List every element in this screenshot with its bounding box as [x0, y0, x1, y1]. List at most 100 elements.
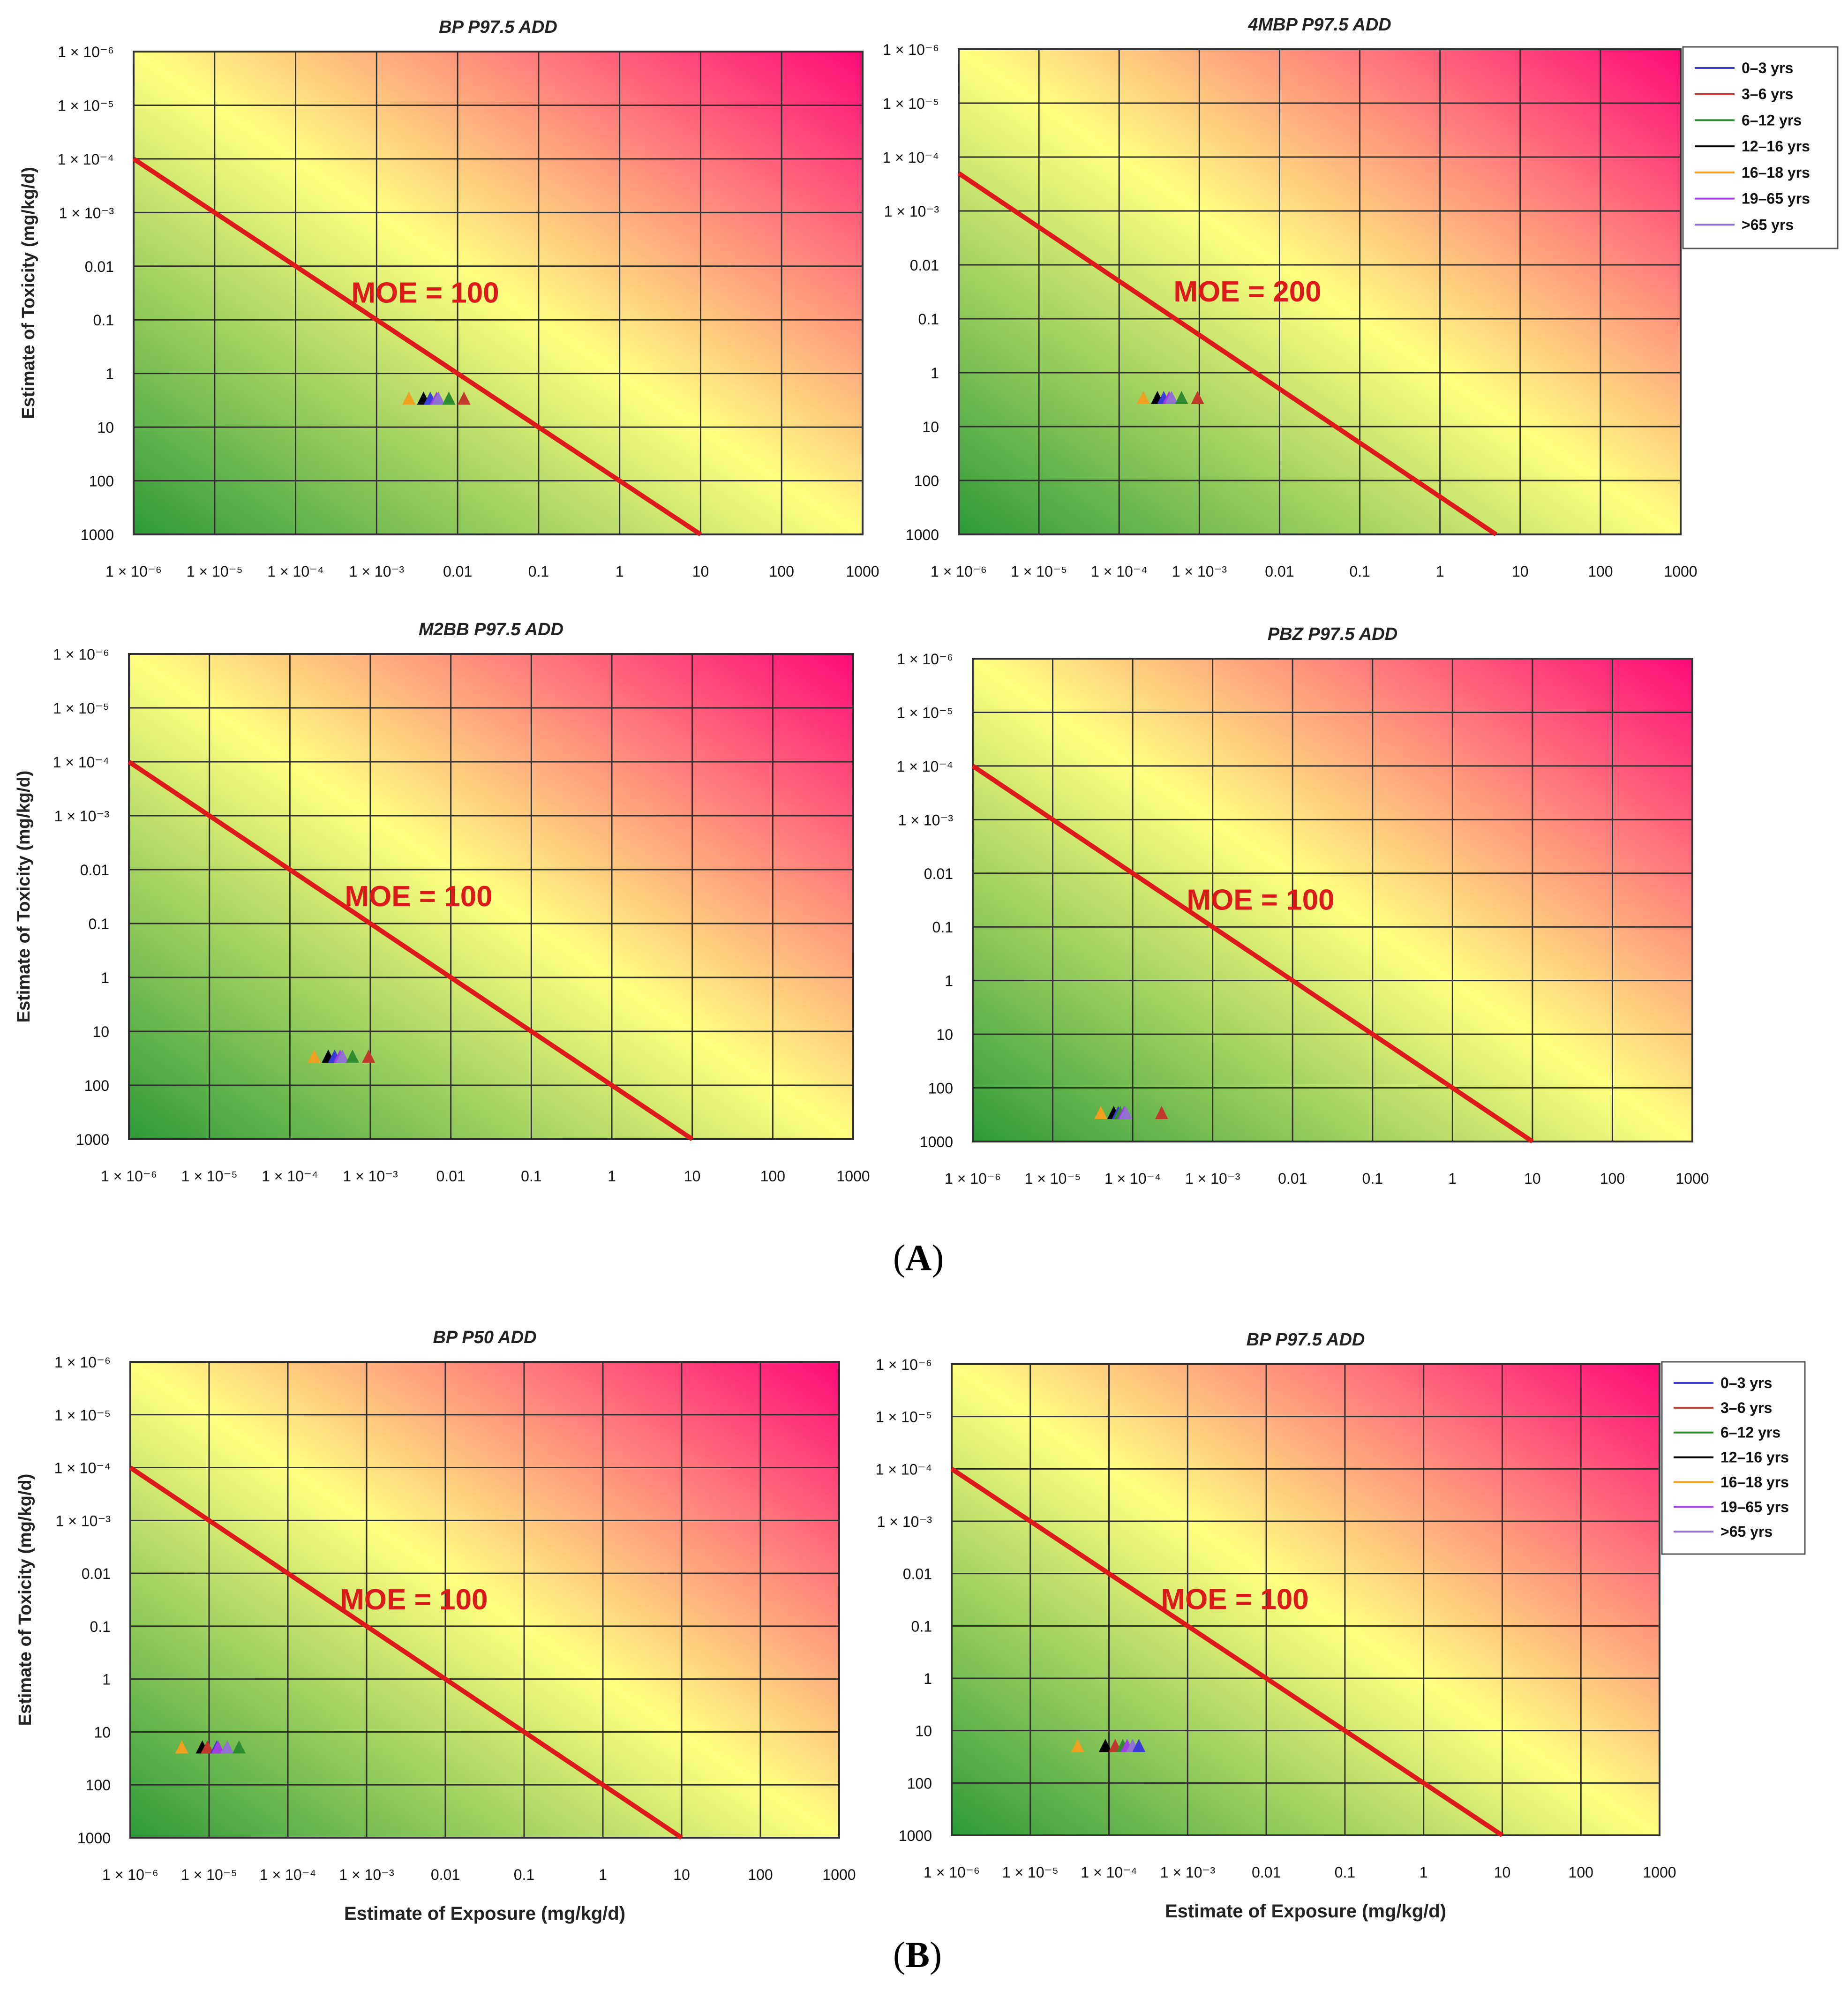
- y-tick-label: 1 × 10⁻⁶: [883, 41, 939, 58]
- x-tick-label: 1 × 10⁻⁴: [260, 1866, 316, 1883]
- data-point-16-18-yrs: [308, 1049, 321, 1063]
- panel-b-letter: B: [905, 1934, 930, 1975]
- x-tick-label: 1 × 10⁻⁴: [1091, 563, 1148, 580]
- x-tick-label: 100: [769, 563, 794, 580]
- x-tick-label: 0.01: [436, 1168, 466, 1185]
- y-tick-label: 0.01: [924, 865, 953, 882]
- moe-label: MOE = 200: [1173, 276, 1321, 308]
- x-tick-label: 1000: [846, 563, 879, 580]
- data-point-16-18-yrs: [1071, 1739, 1084, 1752]
- moe-label: MOE = 100: [345, 880, 492, 913]
- y-tick-label: 10: [922, 419, 939, 436]
- plot-frame: [128, 653, 854, 1140]
- x-tick-label: 1: [599, 1866, 607, 1883]
- y-tick-label: 1: [924, 1670, 932, 1687]
- x-tick-label: 1 × 10⁻⁵: [181, 1866, 237, 1883]
- moe-line: [957, 171, 1498, 537]
- x-tick-label: 0.01: [443, 563, 472, 580]
- y-tick-label: 1000: [81, 526, 114, 543]
- data-point-3-6-yrs: [201, 1740, 214, 1754]
- y-tick-label: 1 × 10⁻⁵: [883, 95, 939, 112]
- x-tick-label: 100: [748, 1866, 773, 1883]
- plot-frame: [958, 48, 1682, 535]
- x-tick-label: 100: [1569, 1864, 1593, 1881]
- data-point-6-12-yrs: [346, 1049, 359, 1063]
- legend-label: 0–3 yrs: [1720, 1375, 1772, 1391]
- y-tick-label: 1 × 10⁻⁶: [54, 1354, 111, 1371]
- y-tick-label: 1: [931, 365, 939, 382]
- x-tick-label: 0.01: [1252, 1864, 1281, 1881]
- y-tick-label: 1 × 10⁻⁵: [54, 1407, 111, 1424]
- y-tick-label: 1000: [76, 1131, 109, 1148]
- x-tick-label: 1 × 10⁻⁴: [267, 563, 324, 580]
- chart-3: MOE = 100 M2BB P97.5 ADD 1 × 10⁻⁶ 1 × 10⁻⁵ 1…: [14, 620, 870, 1185]
- y-axis-label: Estimate of Toxicity (mg/kg/d): [19, 167, 38, 419]
- legend-label: 19–65 yrs: [1742, 190, 1810, 207]
- data-point--65-yrs: [432, 391, 445, 405]
- y-tick-label: 1 × 10⁻⁶: [876, 1356, 932, 1373]
- x-tick-label: 0.1: [514, 1866, 534, 1883]
- legend-label: 3–6 yrs: [1742, 86, 1793, 103]
- plot-frame: [133, 51, 864, 535]
- y-tick-label: 100: [907, 1775, 932, 1792]
- x-tick-label: 1 × 10⁻⁶: [945, 1170, 1001, 1187]
- y-tick-label: 1 × 10⁻³: [54, 808, 110, 825]
- x-tick-label: 10: [673, 1866, 690, 1883]
- data-point-3-6-yrs: [1155, 1106, 1168, 1119]
- legend-label: 12–16 yrs: [1720, 1449, 1789, 1466]
- data-point-16-18-yrs: [1136, 391, 1150, 404]
- y-tick-label: 1 × 10⁻⁶: [897, 651, 953, 668]
- data-point-3-6-yrs: [362, 1049, 376, 1063]
- y-tick-label: 1: [945, 973, 953, 990]
- y-tick-label: 1 × 10⁻⁵: [58, 97, 114, 114]
- x-tick-label: 1 × 10⁻³: [1160, 1864, 1216, 1881]
- data-point-3-6-yrs: [457, 391, 471, 405]
- chart-title: PBZ P97.5 ADD: [1268, 624, 1397, 644]
- chart-1: MOE = 100 BP P97.5 ADD 1 × 10⁻⁶ 1 × 10⁻⁵ 1 ×…: [19, 17, 879, 580]
- x-tick-label: 1 × 10⁻⁶: [924, 1864, 980, 1881]
- data-point-6-12-yrs: [1175, 391, 1188, 404]
- y-tick-label: 1 × 10⁻⁶: [53, 646, 109, 663]
- legend: 0–3 yrs 3–6 yrs 6–12 yrs 12–16 yrs 16–18 yrs…: [1661, 1361, 1806, 1555]
- x-tick-label: 1000: [822, 1866, 856, 1883]
- legend-label: 19–65 yrs: [1720, 1498, 1789, 1515]
- moe-label: MOE = 100: [1161, 1584, 1308, 1616]
- legend-label: >65 yrs: [1742, 216, 1794, 233]
- plot-frame: [129, 1361, 840, 1839]
- x-tick-label: 1 × 10⁻⁴: [1104, 1170, 1161, 1187]
- data-point-16-18-yrs: [402, 391, 416, 405]
- data-point--65-yrs: [1119, 1106, 1133, 1119]
- y-tick-label: 1 × 10⁻³: [884, 203, 939, 220]
- legend-label: 16–18 yrs: [1720, 1473, 1789, 1490]
- x-tick-label: 1 × 10⁻⁵: [1011, 563, 1067, 580]
- y-tick-label: 100: [84, 1077, 109, 1094]
- risk-gradient-background: [134, 52, 863, 534]
- y-tick-label: 1000: [906, 526, 939, 543]
- x-tick-label: 1 × 10⁻⁶: [102, 1866, 158, 1883]
- data-point-0-3-yrs: [1132, 1739, 1146, 1752]
- risk-gradient-background: [130, 1362, 839, 1838]
- risk-gradient-background: [973, 659, 1692, 1142]
- y-tick-label: 1 × 10⁻⁴: [54, 1460, 111, 1477]
- data-point-19-65-yrs: [211, 1740, 225, 1754]
- y-tick-label: 1 × 10⁻⁵: [53, 700, 109, 717]
- y-tick-label: 100: [89, 473, 114, 490]
- legend-label: 3–6 yrs: [1720, 1399, 1772, 1416]
- x-tick-label: 1 × 10⁻⁵: [181, 1168, 238, 1185]
- chart-5: MOE = 100 BP P50 ADD 1 × 10⁻⁶ 1 × 10⁻⁵ 1 × 1…: [15, 1328, 856, 1924]
- x-tick-label: 0.1: [1362, 1170, 1383, 1187]
- x-tick-label: 1 × 10⁻⁶: [101, 1168, 157, 1185]
- panel-a-label: (A): [893, 1237, 944, 1278]
- y-tick-label: 1 × 10⁻⁴: [53, 754, 110, 771]
- x-tick-label: 1 × 10⁻⁴: [262, 1168, 318, 1185]
- x-tick-label: 0.01: [1278, 1170, 1307, 1187]
- y-tick-label: 1 × 10⁻⁵: [897, 704, 953, 721]
- y-tick-label: 1: [102, 1671, 111, 1688]
- panel-b-label: (B): [893, 1934, 942, 1975]
- legend: 0–3 yrs 3–6 yrs 6–12 yrs 12–16 yrs 16–18 yrs…: [1682, 46, 1839, 249]
- data-point-3-6-yrs: [1191, 391, 1204, 404]
- moe-line: [128, 759, 694, 1142]
- x-tick-label: 1: [1436, 563, 1444, 580]
- y-tick-label: 10: [92, 1023, 109, 1040]
